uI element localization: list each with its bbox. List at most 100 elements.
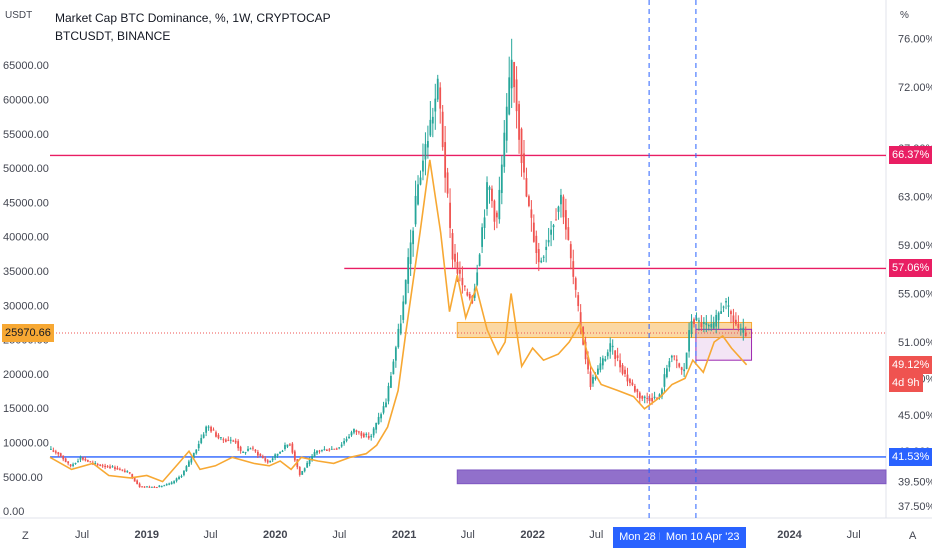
candle-body bbox=[402, 301, 405, 320]
left-axis-tick-label: 55000.00 bbox=[3, 129, 49, 141]
candle-body bbox=[594, 377, 597, 380]
candle-body bbox=[62, 455, 65, 460]
level-badge-57: 57.06% bbox=[889, 259, 932, 278]
candle-body bbox=[289, 444, 291, 446]
candle-body bbox=[96, 464, 99, 466]
candle-body bbox=[463, 285, 466, 287]
candle-body bbox=[476, 272, 479, 285]
zone-box bbox=[456, 469, 887, 485]
candle-body bbox=[734, 319, 737, 325]
chart-subtitle: BTCUSDT, BINANCE bbox=[55, 29, 171, 43]
time-axis-label: Jul bbox=[203, 529, 217, 541]
candle-body bbox=[197, 443, 200, 449]
candle-body bbox=[436, 78, 439, 100]
candle-body bbox=[486, 182, 488, 209]
candle-body bbox=[653, 396, 656, 398]
right-axis-tick-label: 72.00% bbox=[898, 82, 932, 94]
countdown-badge: 4d 9h bbox=[889, 373, 923, 392]
candle-body bbox=[468, 294, 471, 299]
candle-body bbox=[515, 79, 518, 112]
candle-body bbox=[325, 449, 328, 451]
left-axis-tick-label: 10000.00 bbox=[3, 438, 49, 450]
candle-body bbox=[249, 448, 252, 450]
candle-body bbox=[663, 374, 666, 387]
candle-body bbox=[252, 447, 254, 449]
candle-body bbox=[141, 486, 143, 488]
candle-body bbox=[293, 451, 296, 461]
time-axis-label: Jul bbox=[589, 529, 603, 541]
candle-body bbox=[626, 374, 629, 382]
left-axis-tick-label: 15000.00 bbox=[3, 403, 49, 415]
time-axis-label: 2020 bbox=[263, 529, 287, 541]
btc-candles bbox=[50, 38, 747, 489]
candle-body bbox=[116, 467, 119, 470]
candle-body bbox=[261, 456, 264, 459]
candle-body bbox=[599, 363, 602, 370]
candle-body bbox=[69, 464, 72, 467]
candle-body bbox=[493, 200, 496, 222]
candle-body bbox=[82, 457, 84, 460]
candle-body bbox=[205, 426, 208, 433]
time-axis-label: Jul bbox=[461, 529, 475, 541]
candle-body bbox=[532, 222, 535, 242]
level-badge-41: 41.53% bbox=[889, 447, 932, 466]
candle-body bbox=[259, 453, 262, 456]
candle-body bbox=[555, 219, 557, 221]
candle-body bbox=[547, 240, 550, 243]
candle-body bbox=[690, 321, 693, 334]
dominance-line bbox=[49, 159, 748, 483]
candle-body bbox=[434, 98, 437, 112]
right-axis-tick-label: 51.00% bbox=[898, 337, 932, 349]
candle-body bbox=[540, 260, 543, 263]
candle-body bbox=[597, 368, 599, 375]
candle-body bbox=[160, 486, 163, 488]
candle-body bbox=[604, 358, 607, 361]
candle-body bbox=[616, 355, 619, 358]
candle-body bbox=[730, 311, 732, 315]
candle-body bbox=[429, 119, 432, 136]
candle-body bbox=[153, 486, 156, 488]
candle-body bbox=[545, 246, 548, 250]
candle-body bbox=[59, 453, 62, 456]
candle-body bbox=[537, 249, 540, 263]
candle-body bbox=[367, 435, 370, 439]
candle-body bbox=[550, 229, 552, 235]
candle-body bbox=[77, 461, 79, 463]
candle-body bbox=[666, 368, 668, 378]
candle-body bbox=[303, 468, 306, 472]
candle-body bbox=[210, 426, 212, 432]
candle-body bbox=[397, 328, 400, 348]
candle-body bbox=[412, 230, 415, 245]
candle-body bbox=[237, 441, 240, 449]
candle-body bbox=[461, 277, 464, 286]
candle-body bbox=[165, 484, 168, 486]
candle-body bbox=[200, 438, 203, 444]
candle-body bbox=[441, 111, 444, 148]
log-scale-button[interactable]: A bbox=[909, 530, 917, 542]
time-axis-label: 2019 bbox=[135, 529, 159, 541]
candle-body bbox=[577, 295, 580, 307]
candle-body bbox=[202, 434, 205, 438]
candle-body bbox=[503, 132, 506, 167]
auto-scale-button[interactable]: Z bbox=[22, 530, 29, 542]
candle-body bbox=[377, 416, 380, 424]
time-axis-label: 2022 bbox=[520, 529, 544, 541]
candle-body bbox=[168, 483, 171, 485]
candle-body bbox=[224, 439, 227, 442]
candle-body bbox=[355, 430, 358, 433]
candle-body bbox=[567, 227, 570, 240]
candle-body bbox=[528, 196, 530, 206]
candle-body bbox=[50, 448, 52, 450]
candle-body bbox=[146, 486, 148, 488]
candle-body bbox=[449, 202, 451, 228]
candle-body bbox=[148, 486, 151, 488]
candle-body bbox=[488, 187, 491, 190]
left-axis-tick-label: 60000.00 bbox=[3, 94, 49, 106]
candle-body bbox=[392, 361, 395, 375]
candle-body bbox=[742, 327, 745, 333]
candle-body bbox=[234, 440, 237, 443]
time-axis-label: 2024 bbox=[777, 529, 802, 541]
candle-body bbox=[173, 481, 175, 484]
